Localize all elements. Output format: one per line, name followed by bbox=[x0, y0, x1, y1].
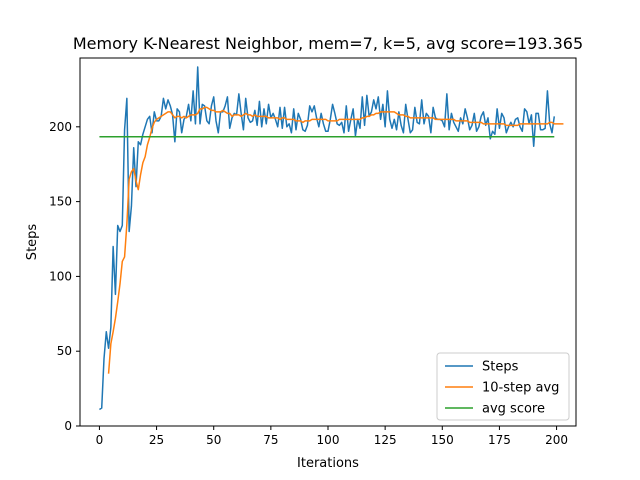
x-tick-label: 200 bbox=[545, 433, 568, 447]
x-tick-label: 0 bbox=[96, 433, 104, 447]
x-tick-label: 25 bbox=[149, 433, 164, 447]
series-line-10-step-avg bbox=[107, 106, 564, 374]
x-tick-label: 75 bbox=[263, 433, 278, 447]
x-tick-label: 50 bbox=[206, 433, 221, 447]
x-axis: 0 25 50 75 100 125 150 175 200 bbox=[96, 426, 568, 447]
x-tick-label: 175 bbox=[488, 433, 511, 447]
plot-area bbox=[99, 66, 564, 411]
y-tick-label: 100 bbox=[49, 269, 72, 283]
x-tick-label: 150 bbox=[431, 433, 454, 447]
legend-label: avg score bbox=[482, 402, 545, 417]
y-axis-label: Steps bbox=[25, 224, 40, 261]
x-tick-label: 100 bbox=[317, 433, 340, 447]
legend-box bbox=[436, 352, 570, 421]
chart-title: Memory K-Nearest Neighbor, mem=7, k=5, a… bbox=[73, 34, 583, 53]
y-tick-label: 200 bbox=[49, 120, 72, 134]
legend-label: 10-step avg bbox=[482, 381, 559, 396]
x-axis-label: Iterations bbox=[297, 456, 359, 471]
x-tick-label: 125 bbox=[374, 433, 397, 447]
legend-label: Steps bbox=[482, 360, 519, 375]
y-axis: 0 50 100 150 200 bbox=[49, 120, 80, 433]
legend: Steps 10-step avg avg score bbox=[436, 352, 570, 421]
y-tick-label: 0 bbox=[64, 419, 72, 433]
y-tick-label: 50 bbox=[57, 344, 72, 358]
y-tick-label: 150 bbox=[49, 195, 72, 209]
